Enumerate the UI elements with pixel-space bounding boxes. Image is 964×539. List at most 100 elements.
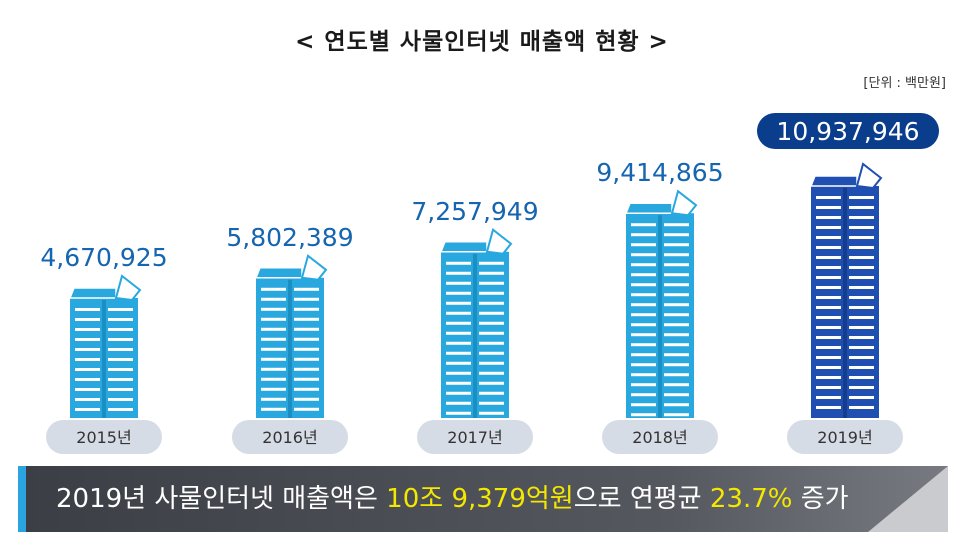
bar-window [664,393,689,397]
bar-window [664,233,689,237]
bar-window [849,276,874,279]
bar-window [479,301,504,305]
bar-window [849,306,874,309]
bar-window [75,398,100,401]
bar-window [664,413,689,417]
bar-window [849,376,874,379]
bar-window [294,407,319,411]
bar-window [446,291,471,295]
bar-window [631,323,656,327]
bar-window [664,373,689,377]
bar-window [446,261,471,265]
bar-window [446,331,471,335]
bar-window [816,316,841,319]
bar-window [664,293,689,297]
bar-group [254,254,328,418]
bar-window [849,366,874,369]
bar-chart: 4,670,925 2015년 5,802,389 2016년 7,257,949 201… [40,113,939,454]
category-label: 2019년 [817,428,872,447]
bar-window [631,383,656,387]
bar-window [479,351,504,355]
bar-window [75,378,100,381]
banner-highlight-amount: 10조 9,379억원 [386,484,574,514]
bar-window [816,276,841,279]
bar-window [816,216,841,219]
bar-window [631,393,656,397]
bar-window [75,338,100,341]
bar-window [479,331,504,335]
bar-window [108,368,133,371]
category-label: 2018년 [632,428,687,447]
bar-roof [624,202,673,214]
bar-window [631,403,656,407]
bar-window [664,243,689,247]
bar-window [261,407,286,411]
bar-window [849,216,874,219]
bar-window [816,366,841,369]
bar-window [261,317,286,321]
bar-window [479,411,504,415]
bar-divider [843,188,847,418]
bar-window [849,246,874,249]
bar-group [624,189,698,418]
bar-window [261,327,286,331]
bar-window [664,253,689,257]
bar-roof [68,287,117,299]
bar-window [261,377,286,381]
bar-window [294,317,319,321]
bar-window [108,408,133,411]
bar-roof [809,175,858,187]
bar-window [446,301,471,305]
bar-window [816,206,841,209]
chart-title: < 연도별 사물인터넷 매출액 현황 > [295,29,669,55]
bar-window [664,353,689,357]
bar-window [631,333,656,337]
bar-window [479,391,504,395]
bar-window [479,311,504,315]
bar-window [849,336,874,339]
bar-window [664,403,689,407]
bar-window [479,341,504,345]
value-label: 4,670,925 [40,243,167,272]
bar-window [631,263,656,267]
bar-window [816,236,841,239]
banner-text-part1: 2019년 사물인터넷 매출액은 [56,484,387,514]
bar-window [816,266,841,269]
bar-window [261,367,286,371]
bar-window [816,196,841,199]
bar-window [849,226,874,229]
bar-window [261,397,286,401]
bar-window [108,398,133,401]
bar-window [294,297,319,301]
summary-banner: 2019년 사물인터넷 매출액은 10조 9,379억원으로 연평균 23.7%… [18,466,948,532]
bar-window [849,286,874,289]
bar-window [446,391,471,395]
category-pill [46,420,162,454]
bar-window [446,271,471,275]
bar-window [631,303,656,307]
category-pill [602,420,718,454]
banner-highlight-rate: 23.7% [709,484,793,514]
bar-divider [102,300,106,418]
bar-window [446,401,471,405]
bar-window [446,381,471,385]
banner-text-part3: 증가 [792,484,849,514]
bar-window [631,293,656,297]
bar-window [816,326,841,329]
bar-window [75,318,100,321]
banner-text: 2019년 사물인터넷 매출액은 10조 9,379억원으로 연평균 23.7%… [56,466,849,532]
bar-window [261,387,286,391]
bar-window [816,226,841,229]
bar-window [108,308,133,311]
bar-window [261,287,286,291]
bar-window [294,357,319,361]
bar-window [849,386,874,389]
value-label: 9,414,865 [596,158,723,187]
bar-window [261,347,286,351]
bar-page-fold [114,274,142,302]
bar-window [816,286,841,289]
bar-window [816,376,841,379]
bar-window [664,323,689,327]
bar-window [446,351,471,355]
bar-window [849,316,874,319]
